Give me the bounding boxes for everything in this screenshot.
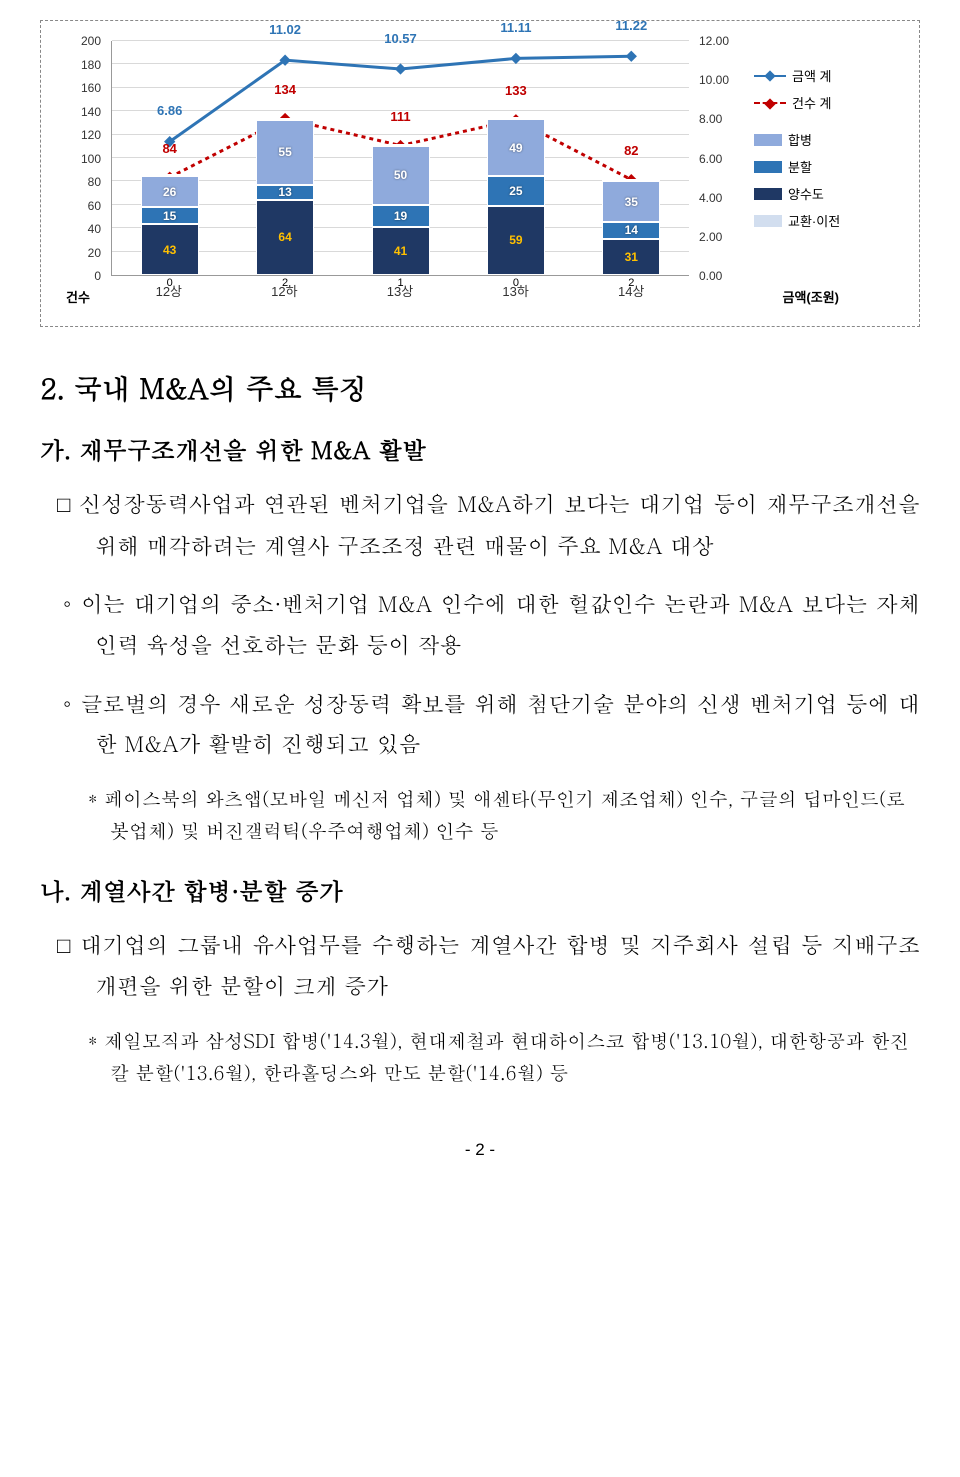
- right-axis-title: 금액(조원): [783, 287, 840, 306]
- paragraph-3-text: 글로벌의 경우 새로운 성장동력 확보를 위해 첨단기술 분야의 신생 벤처기업…: [81, 688, 920, 760]
- section-title: 2. 국내 M&A의 주요 특징: [40, 367, 920, 407]
- paragraph-2: ◦ 이는 대기업의 중소·벤처기업 M&A 인수에 대한 헐값인수 논란과 M&…: [40, 584, 920, 665]
- page-number: - 2 -: [40, 1140, 920, 1160]
- subtitle-ga: 가. 재무구조개선을 위한 M&A 활발: [40, 432, 920, 466]
- legend-exchange: 교환·이전: [754, 211, 899, 230]
- chart-legend: 금액 계 건수 계 합병 분할 양수도 교환·이전: [754, 66, 899, 238]
- paragraph-4-text: 대기업의 그룹내 유사업무를 수행하는 계열사간 합병 및 지주회사 설립 등 …: [80, 929, 920, 1002]
- left-axis-title: 건수: [66, 287, 90, 306]
- legend-exchange-label: 교환·이전: [788, 211, 840, 230]
- y-axis-right: 0.002.004.006.008.0010.0012.00: [694, 41, 749, 276]
- y-axis-left: 020406080100120140160180200: [51, 41, 106, 276]
- chart-container: 020406080100120140160180200 261543551364…: [40, 20, 920, 327]
- legend-transfer-label: 양수도: [788, 184, 824, 203]
- legend-split: 분할: [754, 157, 899, 176]
- paragraph-4: □ 대기업의 그룹내 유사업무를 수행하는 계열사간 합병 및 지주회사 설립 …: [40, 925, 920, 1007]
- paragraph-3: ◦ 글로벌의 경우 새로운 성장동력 확보를 위해 첨단기술 분야의 신생 벤처…: [40, 684, 920, 765]
- legend-merge-label: 합병: [788, 130, 812, 149]
- note-2: * 제일모직과 삼성SDI 합병('14.3월), 현대제철과 현대하이스코 합…: [40, 1025, 920, 1090]
- legend-amount-label: 금액 계: [792, 66, 832, 85]
- paragraph-1: □ 신성장동력사업과 연관된 벤처기업을 M&A하기 보다는 대기업 등이 재무…: [40, 484, 920, 566]
- paragraph-1-text: 신성장동력사업과 연관된 벤처기업을 M&A하기 보다는 대기업 등이 재무구조…: [79, 488, 920, 561]
- legend-count: 건수 계: [754, 93, 899, 112]
- legend-amount: 금액 계: [754, 66, 899, 85]
- subtitle-na: 나. 계열사간 합병·분할 증가: [40, 873, 920, 907]
- note-1: * 페이스북의 와츠앱(모바일 메신저 업체) 및 애센타(무인기 제조업체) …: [40, 783, 920, 848]
- x-axis-labels: 12상12하13상13하14상: [111, 281, 689, 301]
- paragraph-2-text: 이는 대기업의 중소·벤처기업 M&A 인수에 대한 헐값인수 논란과 M&A …: [81, 588, 920, 660]
- chart-plot: 261543551364501941492559351431021026.861…: [111, 41, 689, 276]
- legend-merge: 합병: [754, 130, 899, 149]
- legend-transfer: 양수도: [754, 184, 899, 203]
- legend-split-label: 분할: [788, 157, 812, 176]
- chart-area: 020406080100120140160180200 261543551364…: [51, 36, 909, 316]
- legend-count-label: 건수 계: [792, 93, 832, 112]
